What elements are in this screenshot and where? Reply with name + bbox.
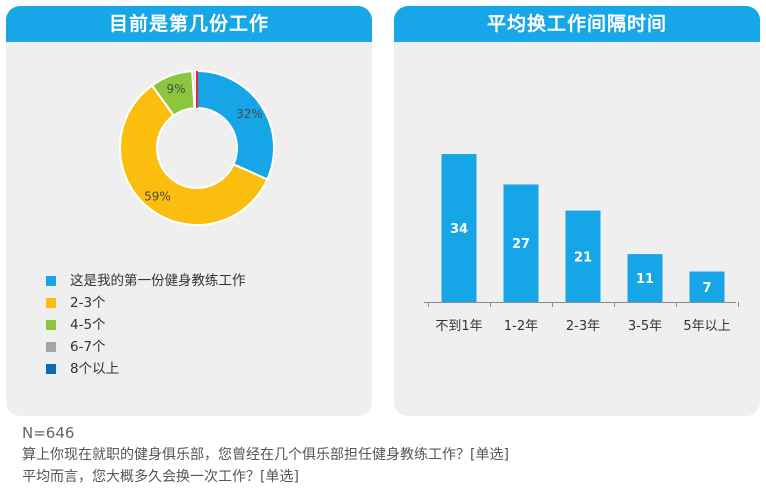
bar-value-label: 11 [636, 272, 654, 287]
bar-value-label: 21 [574, 250, 592, 265]
current-job-title: 目前是第几份工作 [6, 6, 372, 42]
legend-swatch [46, 298, 56, 308]
x-tick-label: 不到1年 [435, 319, 482, 334]
legend-item: 6-7个 [46, 336, 246, 358]
footer-notes: N=646 算上你现在就职的健身俱乐部，您曾经在几个俱乐部担任健身教练工作？[单… [22, 422, 762, 488]
current-job-panel: 目前是第几份工作 32% 59% 9% 这是我的第一份健身教练工作 2-3个 4-5个 6… [6, 6, 372, 416]
donut-legend: 这是我的第一份健身教练工作 2-3个 4-5个 6-7个 8个以上 [46, 270, 246, 380]
donut-chart: 32% 59% 9% [119, 69, 275, 226]
donut-label-1: 59% [144, 189, 171, 203]
bar-3 [627, 254, 663, 302]
legend-label: 6-7个 [70, 339, 106, 355]
donut-slice-0 [196, 69, 275, 181]
job-interval-title: 平均换工作间隔时间 [394, 6, 760, 42]
legend-item: 2-3个 [46, 292, 246, 314]
legend-item: 这是我的第一份健身教练工作 [46, 270, 246, 292]
x-tick-label: 3-5年 [628, 319, 662, 334]
bar-0 [441, 154, 477, 302]
legend-label: 4-5个 [70, 317, 106, 333]
legend-item: 8个以上 [46, 358, 246, 380]
question-2: 平均而言，您大概多久会换一次工作？[单选] [22, 469, 299, 485]
x-tick-label: 2-3年 [566, 319, 600, 334]
legend-swatch [46, 276, 56, 286]
bar-value-label: 7 [702, 281, 711, 296]
bar-value-label: 27 [512, 237, 530, 252]
legend-swatch [46, 364, 56, 374]
donut-label-0: 32% [236, 107, 263, 121]
legend-item: 4-5个 [46, 314, 246, 336]
sample-size: N=646 [22, 424, 75, 442]
bar-4 [689, 271, 725, 302]
donut-slice-1 [119, 84, 269, 226]
legend-label: 这是我的第一份健身教练工作 [70, 273, 246, 289]
legend-label: 8个以上 [70, 361, 120, 377]
bar-2 [565, 210, 601, 302]
x-tick-label: 5年以上 [683, 319, 730, 334]
x-tick-label: 1-2年 [504, 319, 538, 334]
legend-swatch [46, 342, 56, 352]
job-interval-panel: 平均换工作间隔时间 34 不到1年 27 1-2年 21 2-3年 11 3-5年 7 5年以上 [394, 6, 760, 416]
bar-1 [503, 184, 539, 302]
legend-swatch [46, 320, 56, 330]
question-1: 算上你现在就职的健身俱乐部，您曾经在几个俱乐部担任健身教练工作？[单选] [22, 447, 509, 463]
donut-label-2: 9% [167, 82, 186, 96]
bar-chart: 34 不到1年 27 1-2年 21 2-3年 11 3-5年 7 5年以上 [424, 154, 739, 334]
bar-value-label: 34 [450, 222, 468, 237]
legend-label: 2-3个 [70, 295, 106, 311]
